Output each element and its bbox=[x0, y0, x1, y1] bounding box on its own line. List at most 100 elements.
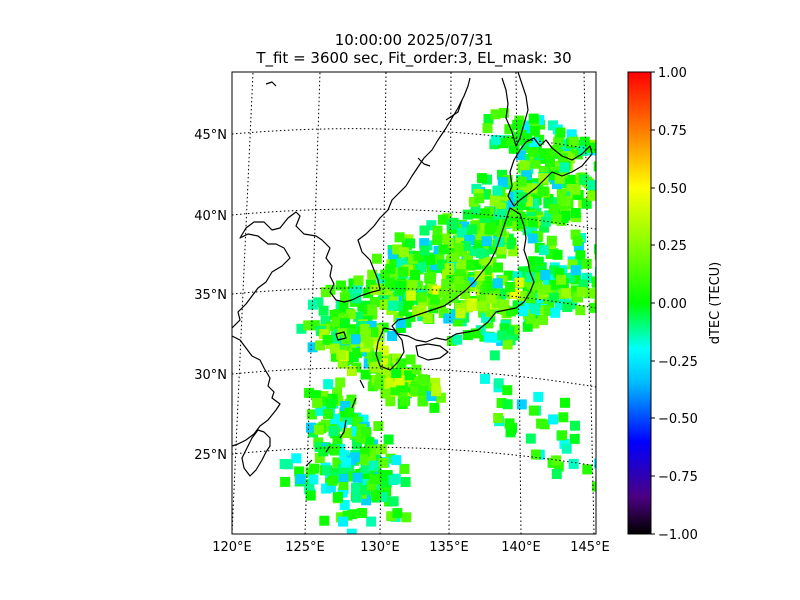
dtec-pixel bbox=[341, 457, 351, 468]
lon-tick-label: 125°E bbox=[285, 540, 325, 555]
dtec-pixel bbox=[503, 270, 514, 281]
dtec-pixel bbox=[392, 508, 403, 519]
dtec-pixel bbox=[378, 345, 389, 356]
dtec-pixel bbox=[371, 253, 382, 264]
dtec-pixel bbox=[309, 320, 320, 331]
dtec-pixel bbox=[346, 328, 357, 339]
dtec-pixel bbox=[373, 330, 384, 340]
lat-tick-label: 45°N bbox=[194, 128, 227, 143]
dtec-pixel bbox=[401, 317, 412, 328]
colorbar-tick-label: 0.75 bbox=[658, 124, 687, 139]
dtec-pixel bbox=[578, 279, 589, 290]
dtec-pixel bbox=[392, 244, 403, 255]
dtec-pixel bbox=[525, 266, 536, 277]
dtec-pixel bbox=[434, 254, 445, 265]
dtec-pixel bbox=[521, 170, 532, 181]
dtec-pixel bbox=[466, 301, 477, 312]
lon-tick-label: 140°E bbox=[501, 540, 541, 555]
dtec-pixel bbox=[548, 414, 559, 425]
meridian-130 bbox=[379, 72, 387, 534]
dtec-pixel bbox=[364, 349, 375, 360]
dtec-pixel bbox=[313, 424, 324, 435]
dtec-pixel bbox=[407, 253, 418, 264]
dtec-pixel bbox=[352, 347, 363, 358]
dtec-pixel bbox=[368, 327, 379, 338]
dtec-pixel bbox=[379, 300, 390, 310]
parallel-25 bbox=[232, 446, 596, 467]
dtec-pixel bbox=[496, 208, 507, 219]
dtec-pixel bbox=[449, 251, 460, 262]
dtec-pixel bbox=[307, 342, 318, 353]
dtec-pixel bbox=[394, 232, 405, 243]
dtec-pixel bbox=[594, 250, 596, 261]
dtec-pixel bbox=[556, 274, 566, 285]
parallel-30 bbox=[232, 367, 596, 388]
dtec-pixel bbox=[554, 268, 565, 279]
dtec-pixel bbox=[315, 405, 326, 416]
dtec-pixel bbox=[570, 229, 581, 240]
dtec-pixel bbox=[446, 275, 457, 286]
dtec-pixel bbox=[484, 224, 495, 235]
dtec-pixel bbox=[335, 377, 346, 388]
dtec-pixel bbox=[308, 474, 319, 485]
dtec-pixel bbox=[367, 304, 378, 315]
dtec-pixel bbox=[453, 276, 464, 287]
dtec-pixel bbox=[515, 200, 526, 210]
dtec-pixel bbox=[355, 432, 366, 443]
dtec-pixel bbox=[538, 314, 548, 325]
dtec-pixel bbox=[544, 165, 554, 176]
dtec-pixel bbox=[467, 224, 478, 235]
dtec-pixel bbox=[398, 382, 409, 393]
dtec-pixel bbox=[549, 279, 560, 290]
dtec-pixel bbox=[504, 124, 515, 135]
dtec-pixel bbox=[538, 245, 549, 256]
dtec-pixel bbox=[435, 392, 446, 403]
dtec-pixel bbox=[545, 156, 555, 167]
dtec-pixel bbox=[522, 321, 533, 332]
meridian-125 bbox=[304, 72, 321, 534]
dtec-pixel bbox=[564, 272, 575, 283]
dtec-pixel bbox=[512, 271, 523, 282]
dtec-pixel bbox=[508, 246, 519, 257]
dtec-pixel bbox=[598, 249, 608, 259]
dtec-pixel bbox=[313, 297, 324, 308]
dtec-pixel bbox=[516, 150, 527, 161]
dtec-pixel bbox=[533, 391, 544, 402]
dtec-pixel bbox=[509, 207, 520, 218]
dtec-pixel bbox=[475, 230, 486, 241]
dtec-pixel bbox=[486, 215, 497, 226]
colorbar-tick-label: −0.25 bbox=[658, 355, 698, 370]
dtec-pixel bbox=[417, 374, 428, 385]
dtec-pixel bbox=[448, 292, 459, 303]
dtec-pixel bbox=[523, 196, 533, 207]
dtec-pixel bbox=[315, 340, 326, 351]
dtec-pixel bbox=[432, 225, 443, 236]
dtec-pixel bbox=[407, 280, 418, 291]
dtec-pixel bbox=[566, 129, 577, 140]
dtec-pixel bbox=[521, 140, 532, 151]
meridian-120 bbox=[232, 72, 254, 534]
meridian-135 bbox=[448, 72, 452, 534]
dtec-pixel bbox=[516, 129, 527, 140]
dtec-pixel bbox=[404, 370, 414, 381]
dtec-pixel bbox=[304, 484, 315, 495]
dtec-pixel bbox=[516, 176, 527, 187]
dtec-pixel bbox=[338, 516, 349, 527]
colorbar-tick-label: 0.00 bbox=[658, 297, 687, 312]
dtec-pixel bbox=[493, 262, 503, 273]
dtec-pixel bbox=[365, 279, 376, 290]
dtec-pixel bbox=[570, 265, 581, 276]
dtec-pixel bbox=[496, 244, 507, 255]
dtec-pixel bbox=[366, 444, 377, 455]
dtec-pixel bbox=[521, 122, 532, 133]
dtec-pixel bbox=[337, 463, 348, 474]
dtec-pixel bbox=[342, 414, 353, 425]
coast-taiwan bbox=[241, 429, 271, 477]
dtec-pixel bbox=[341, 286, 352, 297]
dtec-pixel bbox=[455, 233, 466, 244]
dtec-pixel bbox=[436, 299, 446, 310]
dtec-pixel bbox=[614, 276, 624, 286]
parallel-35 bbox=[232, 287, 596, 309]
dtec-pixel bbox=[391, 455, 402, 466]
dtec-pixel bbox=[591, 276, 596, 287]
